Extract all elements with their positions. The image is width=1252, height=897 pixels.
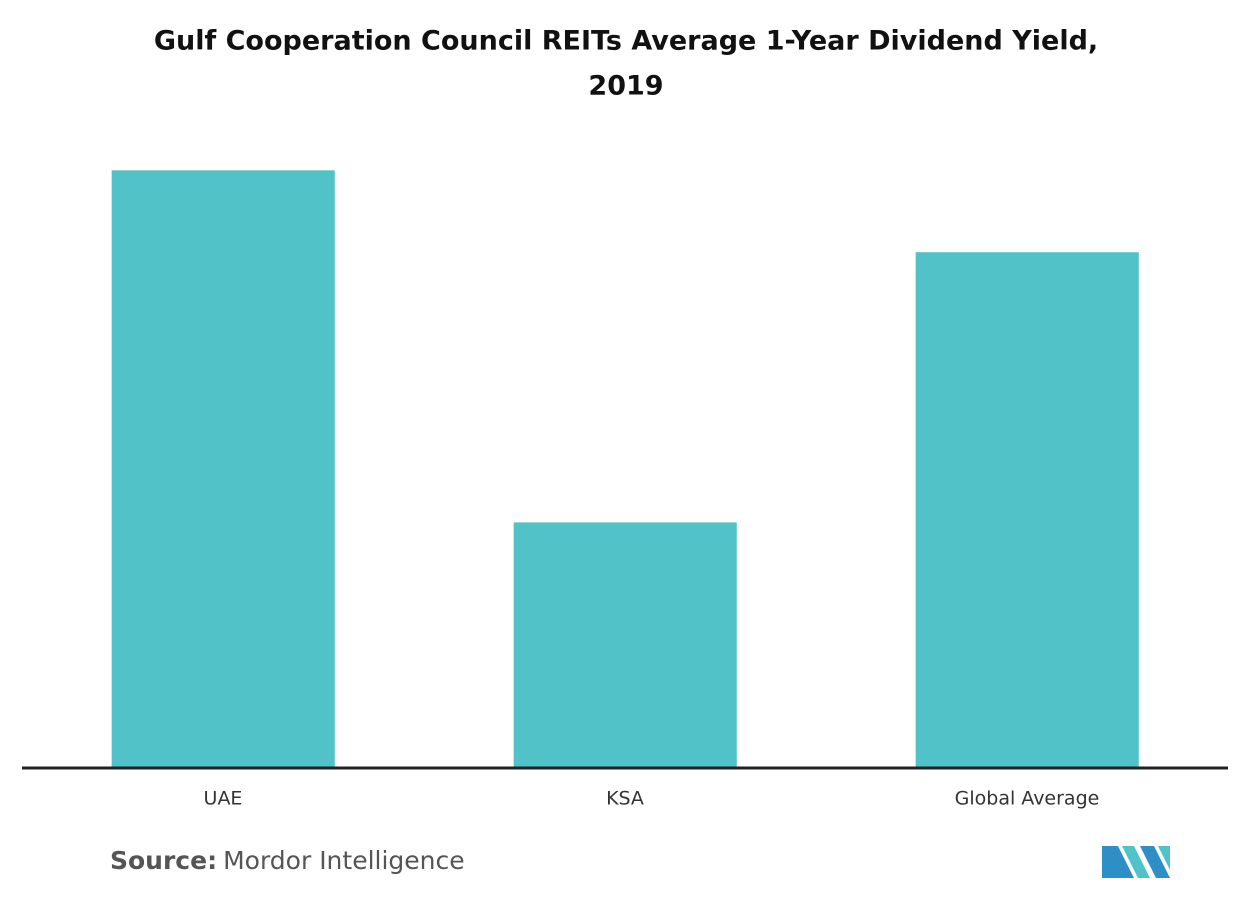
x-tick-label: Global Average [955,788,1100,810]
bar [915,252,1139,768]
source-name: Mordor Intelligence [223,846,465,875]
source-label: Source: [110,846,217,875]
chart-title: 2019 [588,71,663,102]
x-tick-label: UAE [204,788,243,810]
source: Source: Mordor Intelligence [110,846,465,875]
bar [111,170,335,768]
bar [513,522,737,768]
logo [1102,846,1170,878]
chart-title: Gulf Cooperation Council REITs Average 1… [154,26,1098,57]
x-tick-label: KSA [606,788,644,810]
